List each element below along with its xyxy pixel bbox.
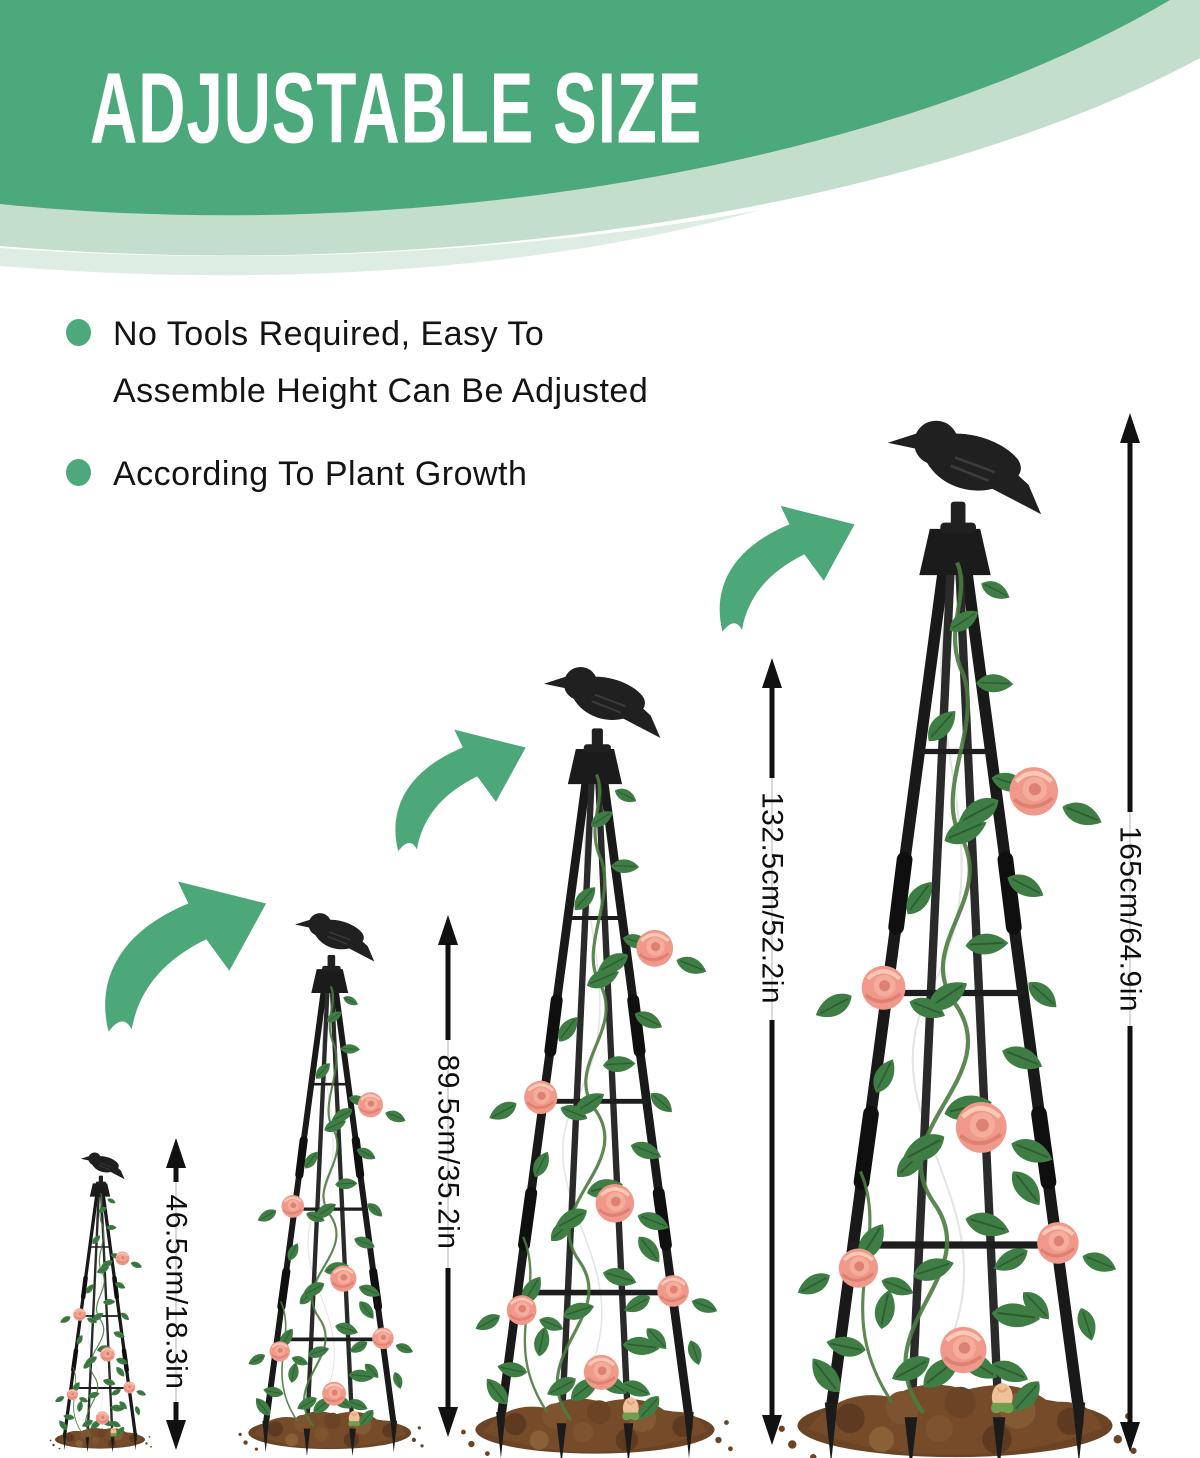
height-label-2: 89.5cm/35.2in xyxy=(432,1055,465,1250)
height-measure-1: 46.5cm/18.3in xyxy=(160,1138,193,1450)
bullet-text-line: No Tools Required, Easy To xyxy=(113,315,545,353)
bullet-text-line: According To Plant Growth xyxy=(113,455,528,493)
trellis-tower-2 xyxy=(239,913,424,1456)
height-measure-3: 132.5cm/52.2in xyxy=(756,658,789,1445)
growth-arrow-icon-2 xyxy=(395,729,526,852)
height-label-3: 132.5cm/52.2in xyxy=(756,792,789,1004)
bullet-dot-icon xyxy=(66,319,91,346)
banner-faint-curve xyxy=(0,210,760,276)
header-banner xyxy=(0,0,1200,276)
height-measure-4: 165cm/64.9in xyxy=(1114,413,1147,1452)
trellis-tower-4 xyxy=(779,421,1137,1458)
growth-arrow-icon-3 xyxy=(719,505,855,632)
height-label-1: 46.5cm/18.3in xyxy=(160,1195,193,1390)
banner-dark-curve xyxy=(0,0,1170,216)
bullet-item-2: According To Plant Growth xyxy=(66,446,806,503)
trellis-tower-1 xyxy=(50,1153,152,1453)
bullet-text-line: Assemble Height Can Be Adjusted xyxy=(113,372,649,410)
bullet-item-1: No Tools Required, Easy To Assemble Heig… xyxy=(66,306,806,420)
height-measure-2: 89.5cm/35.2in xyxy=(432,915,465,1437)
bullet-dot-icon xyxy=(66,459,91,486)
feature-bullet-list: No Tools Required, Easy To Assemble Heig… xyxy=(66,306,806,529)
page-title: ADJUSTABLE SIZE xyxy=(90,53,703,165)
growth-arrow-icon-1 xyxy=(105,881,267,1032)
height-label-4: 165cm/64.9in xyxy=(1114,826,1147,1012)
